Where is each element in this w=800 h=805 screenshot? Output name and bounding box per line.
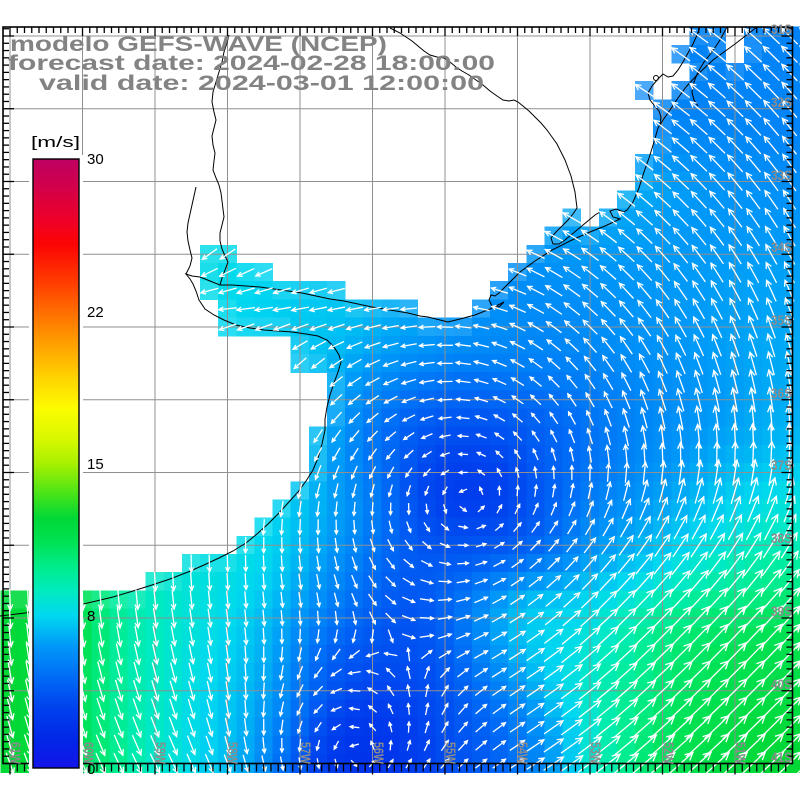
svg-text:15: 15 [87,456,104,473]
svg-text:30: 30 [87,151,104,168]
svg-text:52W: 52W [661,742,677,765]
svg-text:61W: 61W [8,742,24,765]
svg-text:51W: 51W [733,742,749,765]
svg-text:[m/s]: [m/s] [31,134,80,151]
svg-text:33S: 33S [771,167,792,183]
svg-text:53W: 53W [588,742,604,765]
svg-text:59W: 59W [153,742,169,765]
svg-text:32S: 32S [771,94,792,110]
svg-text:58W: 58W [225,742,241,765]
svg-text:57W: 57W [298,742,314,765]
svg-text:valid date: 2024-03-01 12:00:0: valid date: 2024-03-01 12:00:00 [39,72,484,95]
svg-text:54W: 54W [515,742,531,765]
svg-text:40S: 40S [771,676,792,692]
svg-text:60W: 60W [81,742,97,765]
svg-text:forecast date: 2024-02-28 18:0: forecast date: 2024-02-28 18:00:00 [8,52,495,75]
svg-text:55W: 55W [443,742,459,765]
svg-text:8: 8 [87,608,95,625]
svg-text:31S: 31S [771,21,792,37]
svg-text:0: 0 [87,761,95,778]
svg-text:41S: 41S [771,749,792,765]
svg-text:34S: 34S [771,239,792,255]
svg-text:modelo GEFS-WAVE (NCEP): modelo GEFS-WAVE (NCEP) [10,33,387,56]
svg-text:37S: 37S [771,457,792,473]
svg-text:38S: 38S [771,530,792,546]
svg-text:22: 22 [87,304,104,321]
svg-text:56W: 56W [371,742,387,765]
svg-text:39S: 39S [771,603,792,619]
svg-text:35S: 35S [771,312,792,328]
svg-text:36S: 36S [771,385,792,401]
